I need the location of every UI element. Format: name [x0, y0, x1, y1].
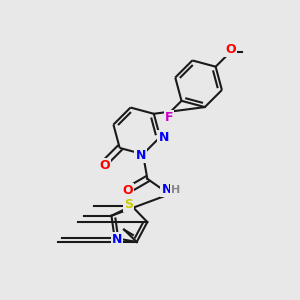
Text: N: N: [158, 130, 169, 144]
Text: N: N: [161, 183, 172, 196]
Text: O: O: [225, 43, 236, 56]
Text: O: O: [99, 159, 110, 172]
Text: N: N: [136, 149, 146, 162]
Text: F: F: [165, 111, 173, 124]
Text: N: N: [112, 233, 122, 246]
Text: S: S: [124, 198, 133, 211]
Text: H: H: [171, 185, 180, 195]
Text: O: O: [122, 184, 133, 197]
